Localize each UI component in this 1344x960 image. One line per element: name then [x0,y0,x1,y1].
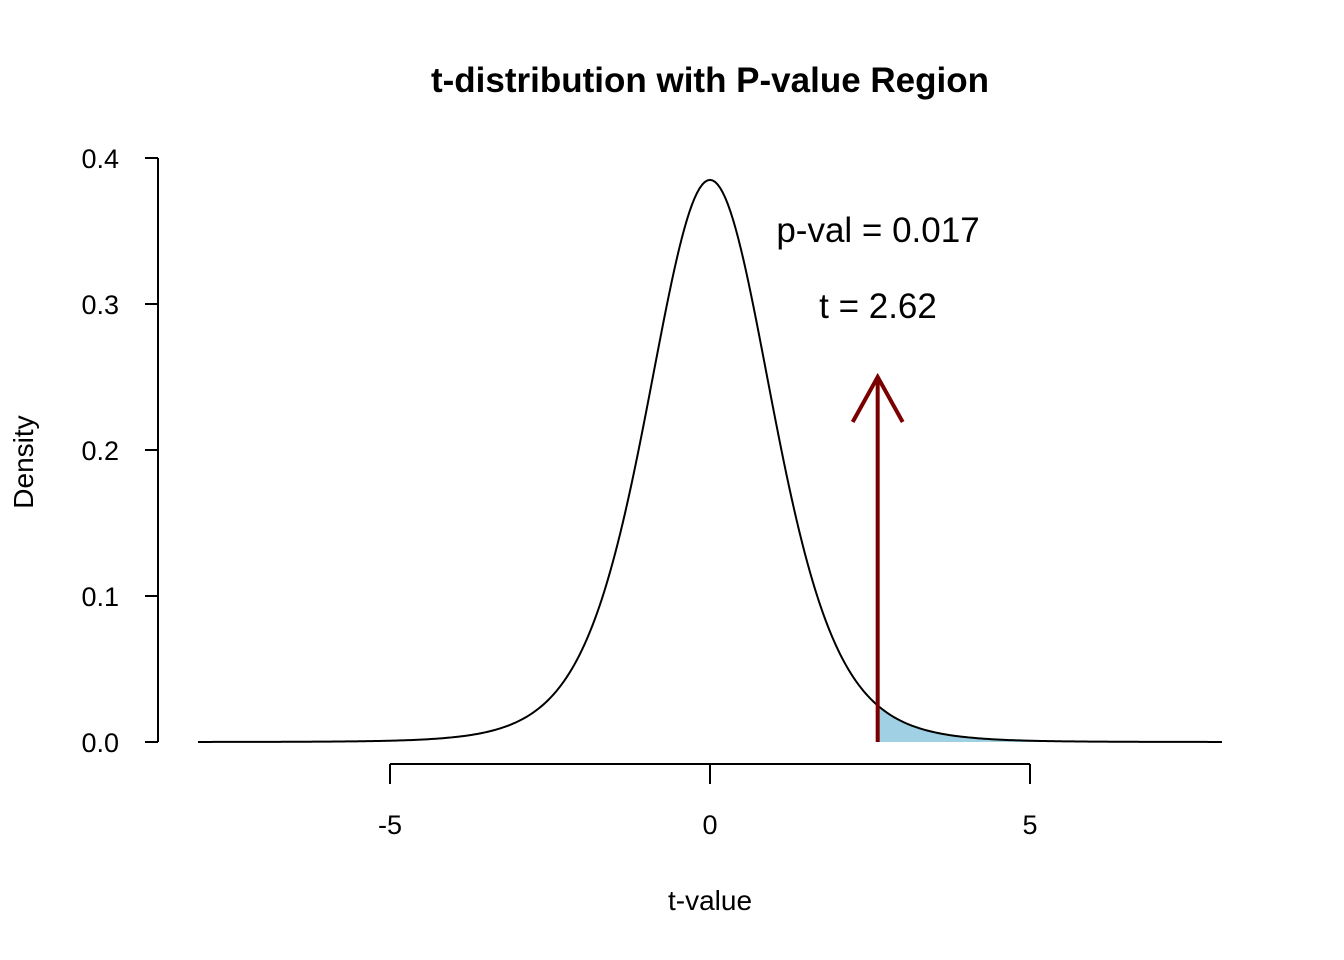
x-axis-title: t-value [668,885,752,916]
y-axis: 0.0 0.1 0.2 0.3 0.4 [81,144,159,758]
p-value-label: p-val = 0.017 [776,211,979,250]
y-tick-label: 0.2 [81,436,119,466]
density-curve [197,178,1223,743]
t-statistic-arrow [850,372,905,742]
y-tick-label: 0.3 [81,290,119,320]
y-axis-title: Density [8,415,39,508]
y-tick-label: 0.1 [81,582,119,612]
y-tick-label: 0.0 [81,728,119,758]
t-value-label: t = 2.62 [819,287,937,326]
x-tick-label: -5 [378,810,402,840]
chart-title: t-distribution with P-value Region [431,61,989,100]
y-tick-label: 0.4 [81,144,119,174]
arrow-head [850,372,905,423]
p-value-region [877,705,1222,742]
x-tick-label: 0 [702,810,717,840]
x-tick-label: 5 [1022,810,1037,840]
x-axis: -5 0 5 [378,763,1038,840]
